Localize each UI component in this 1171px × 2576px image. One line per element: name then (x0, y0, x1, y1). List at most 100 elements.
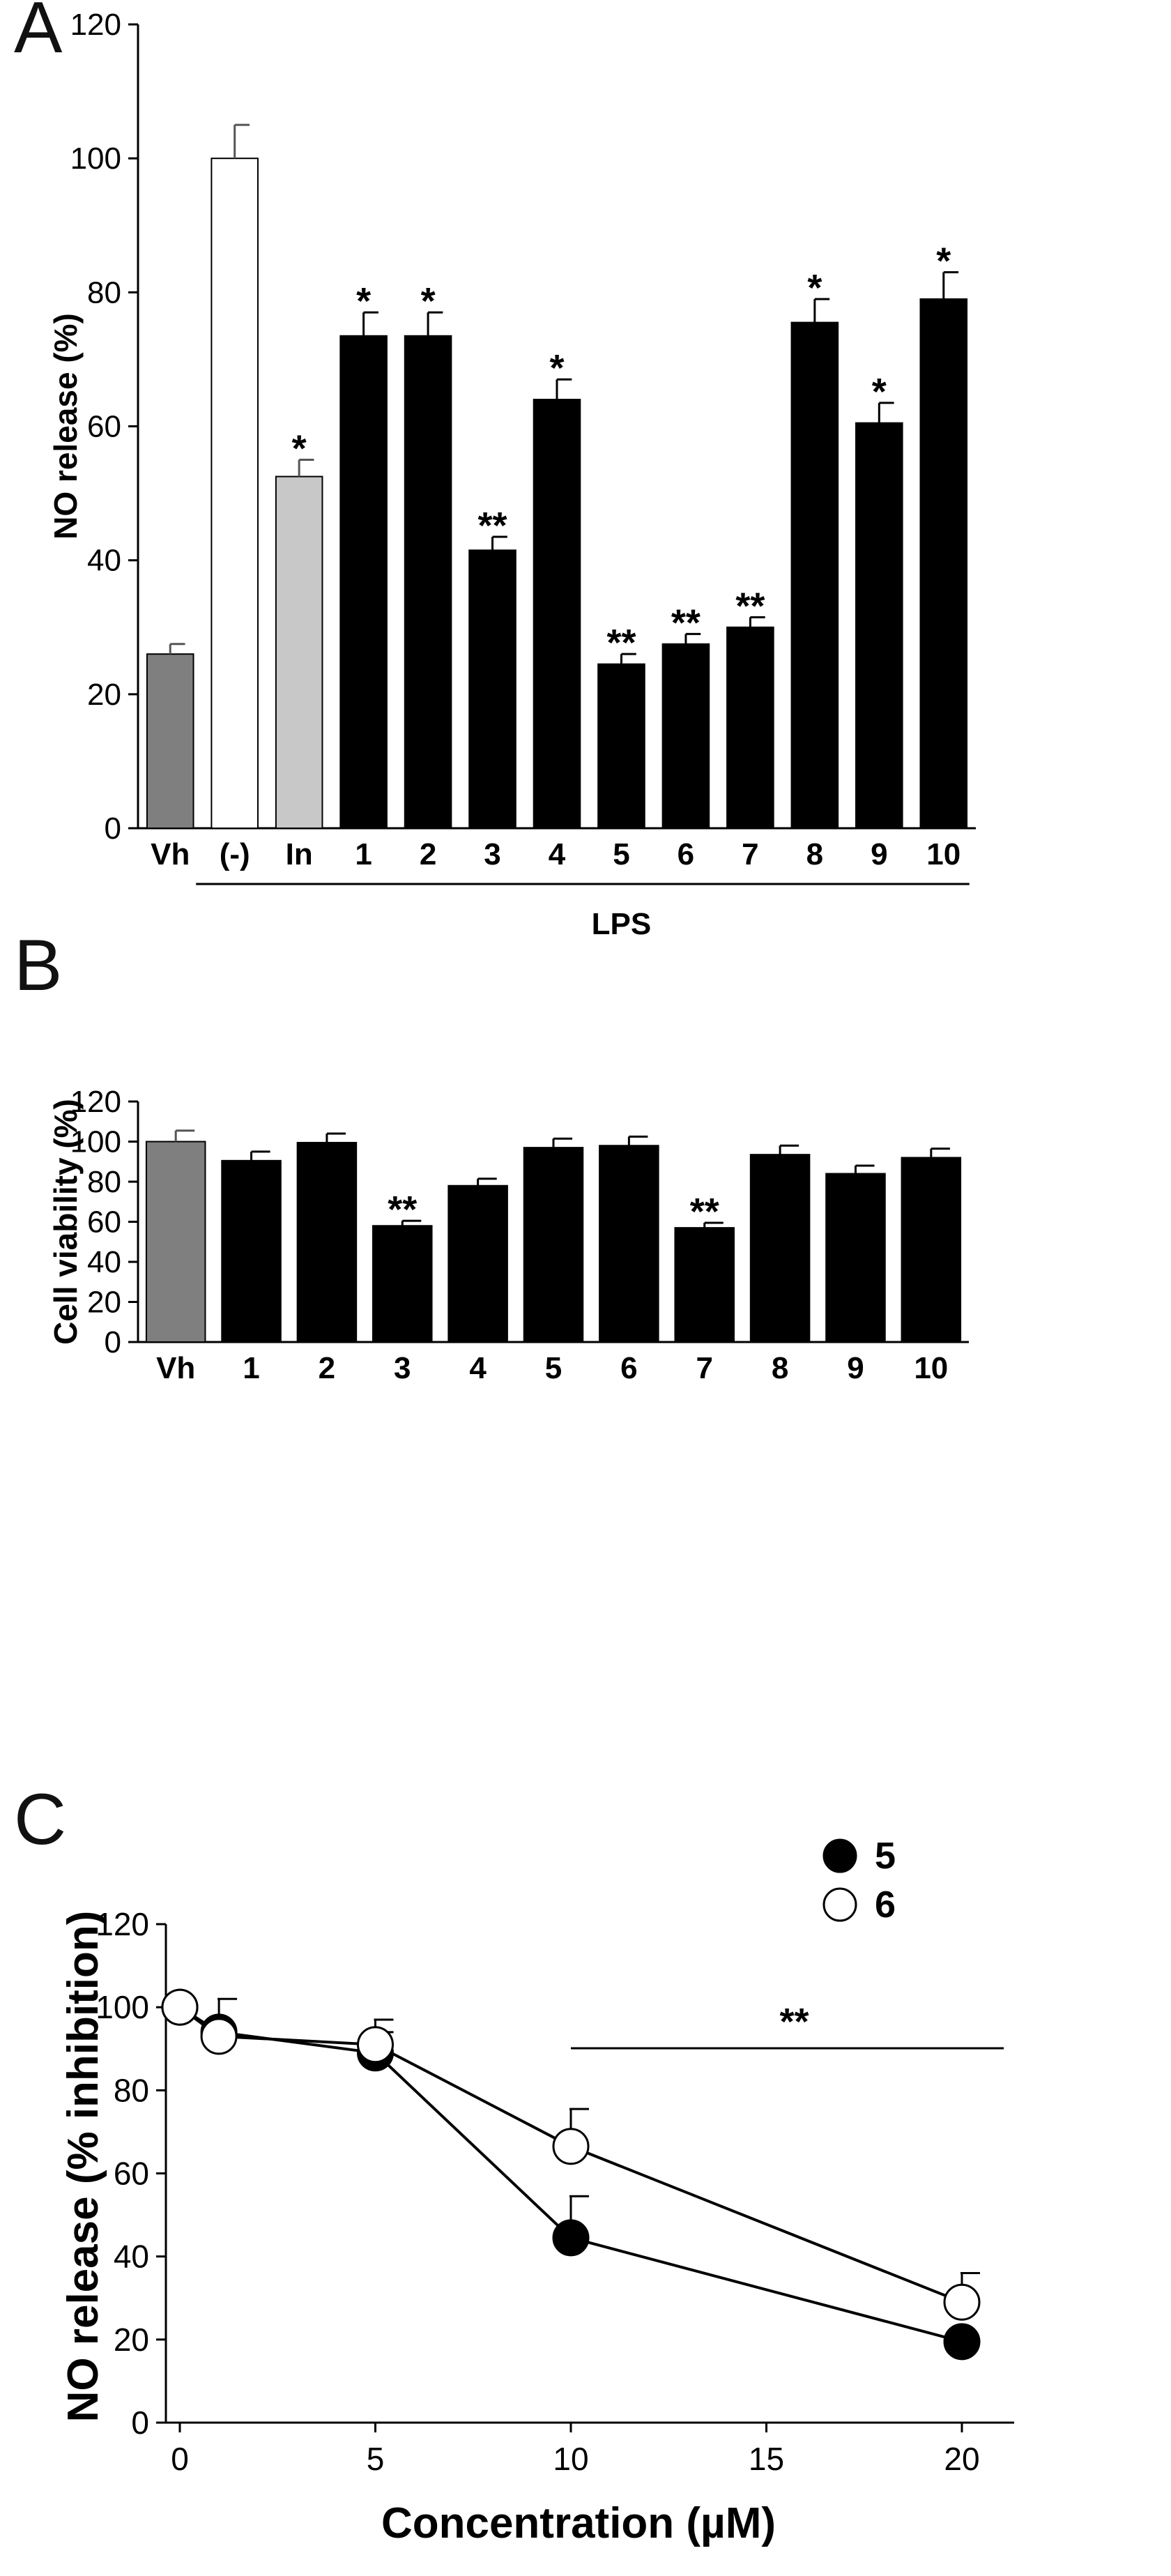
x-tick-label-8: 8 (806, 837, 823, 871)
x-tick-label: 20 (944, 2441, 979, 2477)
point-series-6-0 (161, 1988, 199, 2026)
point-series-6-5 (357, 2026, 394, 2064)
y-tick-label: 20 (87, 678, 121, 712)
x-tick-label-Vh: Vh (156, 1351, 195, 1385)
bar-7 (726, 626, 774, 829)
x-tick-label-4: 4 (549, 837, 566, 871)
bar-3 (372, 1225, 433, 1343)
x-tick-label-9: 9 (847, 1351, 864, 1385)
bar-4 (447, 1184, 508, 1343)
x-tick-label-7: 7 (742, 837, 758, 871)
bar-5 (597, 663, 645, 829)
significance-10: * (936, 241, 951, 282)
x-tick-label-4: 4 (469, 1351, 487, 1385)
bar-1 (339, 335, 388, 830)
significance-1: * (356, 280, 371, 322)
x-tick-label-5: 5 (545, 1351, 562, 1385)
significance-6: ** (671, 602, 701, 643)
legend-label-6: 6 (875, 1884, 896, 1926)
y-tick-label: 40 (87, 1245, 121, 1279)
y-tick-label: 40 (87, 544, 121, 578)
x-tick-label-2: 2 (420, 837, 436, 871)
chart-panel-a: 0 20 40 60 80 100 120 NO release (%) Vh (-) * In * 1 *… (47, 8, 976, 941)
significance-3: ** (478, 505, 507, 547)
x-tick-label-6: 6 (678, 837, 694, 871)
bar-(-) (211, 158, 259, 829)
x-tick-label: 0 (171, 2441, 189, 2477)
x-tick-label-2: 2 (319, 1351, 335, 1385)
x-tick-label-(-): (-) (220, 837, 250, 871)
y-tick-label: 100 (95, 1989, 149, 2025)
bar-2 (296, 1141, 358, 1343)
significance-3: ** (388, 1189, 417, 1230)
point-series-5-20 (943, 2323, 981, 2361)
point-series-6-1 (200, 2018, 238, 2055)
x-tick-label: 15 (749, 2441, 784, 2477)
significance-label: ** (779, 2001, 809, 2043)
x-tick-label-1: 1 (355, 837, 372, 871)
bar-Vh (145, 1141, 206, 1343)
legend-marker-6 (822, 1887, 857, 1922)
y-tick-label: 80 (114, 2072, 149, 2108)
y-tick-label: 0 (105, 811, 121, 846)
bar-8 (790, 321, 839, 829)
bar-9 (855, 422, 903, 829)
chart-panel-c: 0 20 40 60 80 100 120 0 5 10 15 20 Concentration (µM… (59, 1835, 1014, 2547)
y-tick-label: 80 (87, 275, 121, 310)
x-tick-label: 5 (367, 2441, 385, 2477)
y-tick-label: 60 (114, 2156, 149, 2192)
panel-letter-c: C (14, 1779, 66, 1860)
bar-10 (901, 1157, 962, 1343)
y-tick-label: 100 (70, 1125, 121, 1159)
legend-label-5: 5 (875, 1835, 896, 1877)
x-axis-label: Concentration (µM) (381, 2499, 776, 2547)
significance-9: * (872, 371, 887, 413)
x-tick-label-10: 10 (914, 1351, 948, 1385)
y-tick-label: 100 (70, 142, 121, 176)
significance-8: * (807, 267, 822, 309)
bar-6 (599, 1145, 659, 1343)
y-axis-label: Cell viability (%) (47, 1099, 84, 1345)
y-tick-label: 60 (87, 1205, 121, 1240)
y-tick-label: 60 (87, 410, 121, 444)
y-tick-label: 0 (131, 2404, 149, 2441)
bar-5 (523, 1147, 584, 1343)
bar-8 (749, 1154, 811, 1343)
panel-letter-b: B (14, 925, 62, 1006)
y-tick-label: 120 (70, 1085, 121, 1119)
x-tick-label-Vh: Vh (151, 837, 190, 871)
point-series-6-10 (552, 2128, 590, 2165)
x-tick-label-3: 3 (484, 837, 500, 871)
bar-Vh (146, 653, 194, 830)
y-tick-label: 40 (114, 2239, 149, 2275)
point-series-5-10 (552, 2219, 590, 2257)
significance-2: * (421, 280, 436, 322)
y-axis-label: NO release (%) (47, 313, 84, 540)
legend-marker-5 (822, 1838, 857, 1873)
x-tick-label-5: 5 (613, 837, 629, 871)
significance-7: ** (735, 585, 765, 627)
bar-7 (674, 1227, 735, 1343)
x-tick-label-In: In (286, 837, 313, 871)
x-tick-label-8: 8 (772, 1351, 788, 1385)
x-tick-label-3: 3 (394, 1351, 411, 1385)
x-tick-label-1: 1 (243, 1351, 259, 1385)
significance-5: ** (606, 622, 636, 664)
lps-group-label: LPS (592, 907, 652, 941)
x-tick-label: 10 (553, 2441, 588, 2477)
point-series-6-20 (943, 2283, 981, 2321)
x-tick-label-6: 6 (620, 1351, 637, 1385)
bar-2 (404, 335, 452, 830)
bar-4 (533, 399, 581, 829)
significance-In: * (292, 428, 307, 470)
bar-3 (468, 549, 516, 829)
significance-4: * (549, 347, 564, 389)
y-tick-label: 80 (87, 1165, 121, 1199)
panel-letter-a: A (14, 0, 63, 68)
significance-7: ** (690, 1191, 719, 1233)
y-tick-label: 120 (95, 1906, 149, 1942)
bar-10 (919, 298, 968, 830)
bar-In (275, 475, 323, 829)
